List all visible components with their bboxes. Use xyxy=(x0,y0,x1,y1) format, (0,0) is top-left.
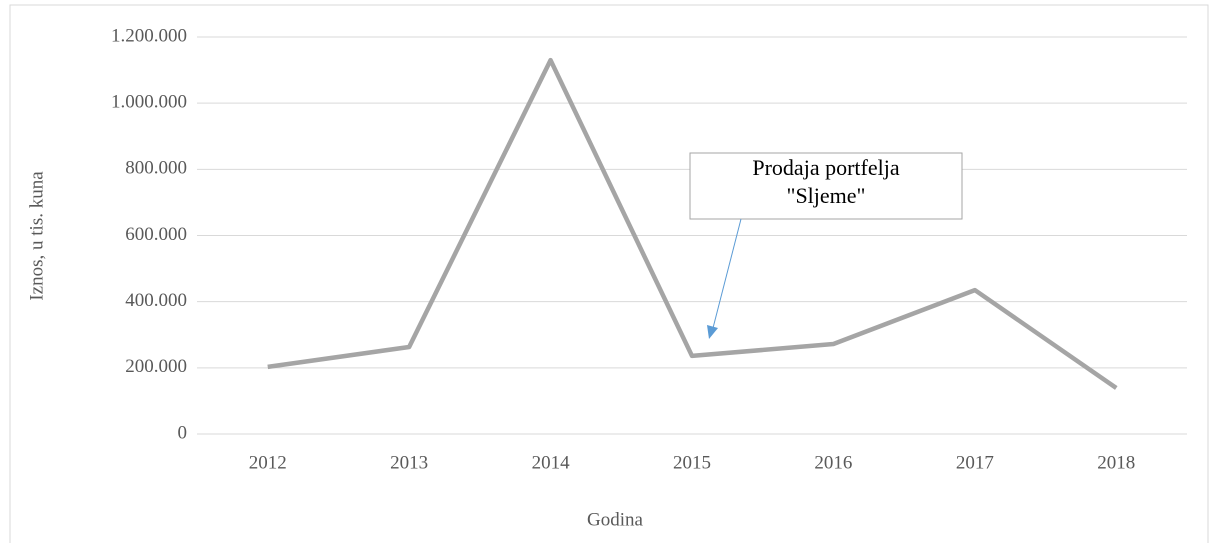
chart-border xyxy=(9,4,1209,543)
annotation-text: "Sljeme" xyxy=(786,183,865,208)
annotation-arrow xyxy=(712,218,742,329)
y-tick-label: 600.000 xyxy=(125,224,187,245)
data-line xyxy=(267,57,1118,390)
x-tick-label: 2014 xyxy=(532,452,571,473)
annotation-arrowhead xyxy=(707,325,718,339)
y-axis-label: Iznos, u tis. kuna xyxy=(26,171,47,301)
y-tick-label: 0 xyxy=(178,422,188,443)
y-tick-label: 800.000 xyxy=(125,158,187,179)
y-tick-label: 1.000.000 xyxy=(111,92,187,113)
annotation-text: Prodaja portfelja xyxy=(752,155,899,180)
y-tick-label: 400.000 xyxy=(125,290,187,311)
annotation-box xyxy=(689,152,963,220)
x-tick-label: 2015 xyxy=(673,452,711,473)
x-axis-label: Godina xyxy=(587,509,644,530)
y-tick-label: 1.200.000 xyxy=(111,25,187,46)
x-tick-label: 2016 xyxy=(814,452,852,473)
x-tick-label: 2012 xyxy=(249,452,287,473)
y-tick-label: 200.000 xyxy=(125,356,187,377)
x-tick-label: 2013 xyxy=(390,452,428,473)
x-tick-label: 2017 xyxy=(956,452,994,473)
x-tick-label: 2018 xyxy=(1097,452,1135,473)
